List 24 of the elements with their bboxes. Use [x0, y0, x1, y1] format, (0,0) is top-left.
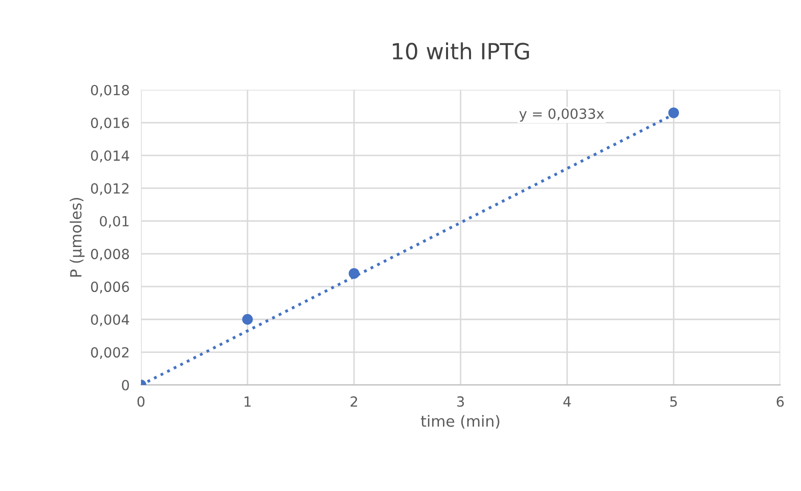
point [668, 107, 679, 118]
y-tick-label: 0,004 [91, 314, 130, 326]
y-tick-label: 0,002 [91, 347, 128, 360]
x-tick-label: 4 [563, 396, 571, 407]
chart-title: 10 with IPTG [392, 42, 529, 60]
x-tick-label: 0 [137, 396, 144, 407]
y-tick-label: 0,006 [91, 282, 129, 294]
x-tick-label: 1 [244, 396, 251, 407]
y-tick-label: 0,01 [100, 216, 129, 228]
y-tick-label: 0,018 [91, 84, 129, 97]
x-tick-label: 6 [776, 396, 784, 407]
y-tick-label: 0 [122, 380, 129, 390]
y-tick-label: 0,008 [91, 248, 129, 261]
x-axis-title: time (min) [420, 415, 500, 429]
y-tick-label: 0,012 [91, 183, 128, 196]
y-tick-label: 0,014 [91, 150, 130, 162]
x-tick-label: 2 [350, 396, 358, 407]
y-axis-title: P (µmoles) [70, 198, 85, 277]
y-tick-label: 0,016 [91, 118, 129, 130]
point [348, 268, 360, 279]
annotation: y = 0,0033x [519, 108, 604, 122]
x-tick-label: 3 [457, 396, 464, 407]
x-tick-label: 5 [670, 396, 677, 407]
point [242, 314, 253, 325]
